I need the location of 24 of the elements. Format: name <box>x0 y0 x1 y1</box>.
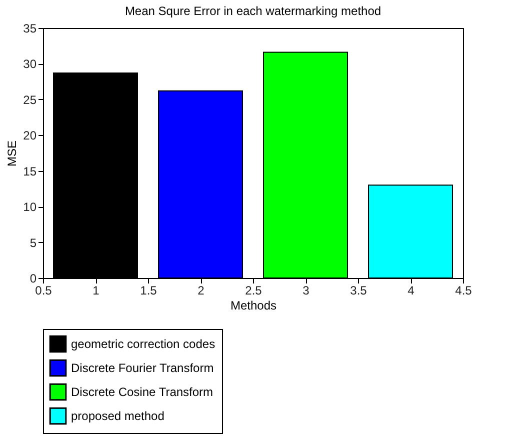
y-tick-label: 15 <box>23 164 37 178</box>
x-tick-label: 1.5 <box>140 284 158 298</box>
y-tick-label: 20 <box>23 128 37 143</box>
x-tick-label: 4.5 <box>455 284 472 298</box>
x-tick-label: 1 <box>92 284 100 298</box>
x-tick-label: 3 <box>302 284 310 298</box>
legend-label: proposed method <box>71 409 164 423</box>
x-axis-title: Methods <box>230 298 277 312</box>
y-tick-label: 25 <box>23 92 37 107</box>
y-tick-label: 5 <box>30 236 37 250</box>
x-tick-label: 2 <box>198 284 205 298</box>
y-tick-label: 35 <box>23 22 37 36</box>
y-axis-title: MSE <box>5 140 20 167</box>
x-tick-label: 3.5 <box>350 284 368 298</box>
x-tick-label: 4 <box>408 284 415 298</box>
y-tick-label: 30 <box>23 57 37 72</box>
y-tick-label: 10 <box>23 200 37 214</box>
chart-title: Mean Squre Error in each watermarking method <box>124 4 382 18</box>
y-tick-label: 0 <box>30 272 37 286</box>
legend-label: geometric correction codes <box>71 337 216 351</box>
legend-label: Discrete Cosine Transform <box>71 385 214 399</box>
x-tick-label: 2.5 <box>245 284 262 298</box>
x-tick-label: 0.5 <box>35 284 52 298</box>
legend-label: Discrete Fourier Transform <box>71 361 214 375</box>
